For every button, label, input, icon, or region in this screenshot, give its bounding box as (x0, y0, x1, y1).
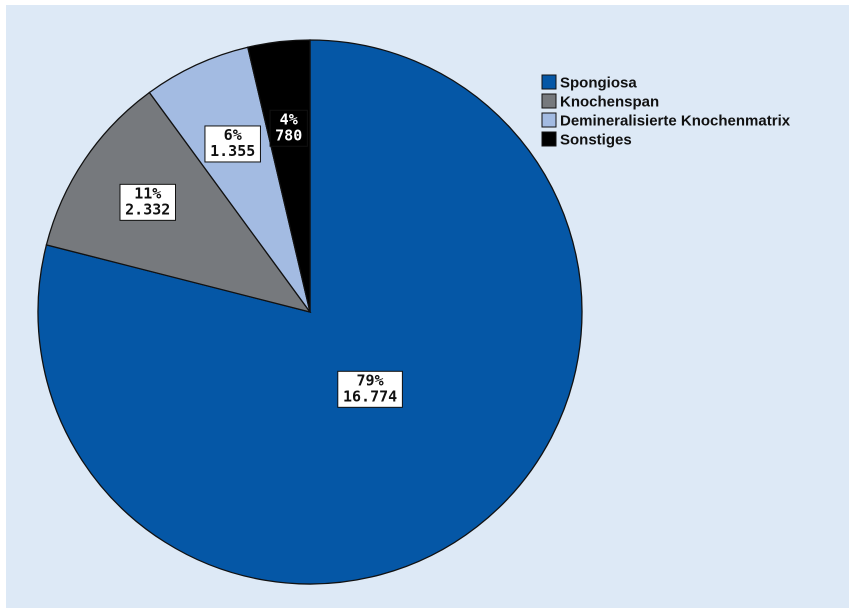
legend-swatch (541, 74, 557, 90)
slice-label: 4%780 (269, 109, 308, 147)
slice-percent-label: 79% (357, 371, 384, 389)
slice-value-label: 780 (275, 126, 302, 144)
slice-label-box (269, 109, 308, 147)
slice-label-box (204, 125, 261, 163)
slice-label: 6%1.355 (204, 125, 261, 163)
pie-slices (37, 39, 583, 585)
slice-percent-label: 11% (134, 184, 161, 202)
legend: Spongiosa Knochenspan Demineralisierte Kno… (541, 74, 791, 149)
legend-entry-label: Spongiosa (560, 75, 637, 92)
slice-value-label: 16.774 (343, 387, 397, 405)
slice-value-label: 2.332 (125, 200, 170, 218)
slice-percent-label: 6% (224, 126, 242, 144)
legend-entry-label: Sonstiges (560, 132, 632, 149)
chart-panel: 79% 16.774 11% 2.332 6% 1.355 4% 780 Spongiosa K… (6, 5, 849, 608)
legend-entry-label: Demineralisierte Knochenmatrix (560, 113, 791, 130)
slice-label: 11%2.332 (119, 183, 176, 221)
pie-slice-sonstiges (247, 39, 311, 313)
pie-slice-knochenspan (45, 91, 312, 314)
slice-percent-label: 4% (280, 110, 298, 128)
slice-label: 79%16.774 (337, 370, 403, 408)
pie-slice-spongiosa (37, 39, 583, 585)
slice-label-box (119, 183, 176, 221)
legend-entry-label: Knochenspan (560, 94, 659, 111)
legend-swatch (541, 112, 557, 128)
slice-label-box (337, 370, 403, 408)
slice-value-label: 1.355 (210, 142, 255, 160)
legend-swatch (541, 131, 557, 147)
legend-swatch (541, 93, 557, 109)
